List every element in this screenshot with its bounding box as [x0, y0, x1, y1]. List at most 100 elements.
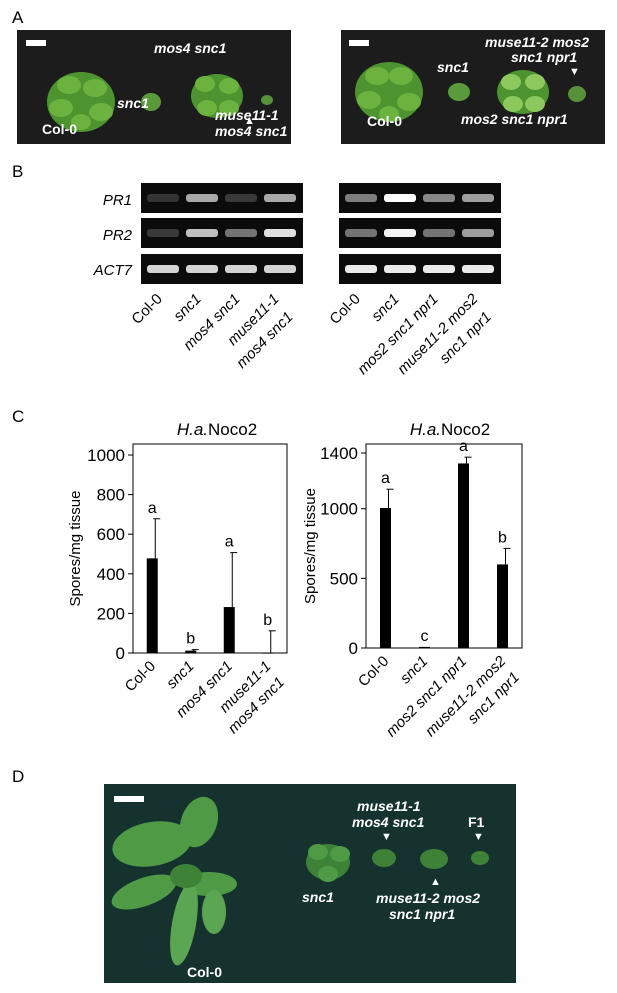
- label-muse11-1-line1: muse11-1: [357, 798, 421, 814]
- gel-band: [264, 229, 296, 237]
- gel-band: [423, 265, 455, 273]
- label-col0: Col-0: [187, 964, 222, 980]
- chart-2-title-italic: H.a.: [409, 420, 442, 439]
- label-muse11-1-line2: mos4 snc1: [352, 814, 425, 830]
- gel-band: [423, 194, 455, 202]
- scale-bar: [349, 40, 369, 46]
- y-tick-label: 1400: [320, 444, 358, 463]
- plot-frame: [132, 443, 288, 654]
- arrowhead-icon: ▼: [569, 66, 580, 78]
- gel-band: [147, 194, 179, 202]
- lane-label: snc1: [170, 290, 206, 325]
- significance-letter: b: [498, 529, 507, 546]
- panel-label-c: C: [12, 407, 25, 426]
- gel-band: [264, 194, 296, 202]
- significance-letter: a: [381, 470, 390, 487]
- gene-label-pr2: PR2: [102, 227, 132, 244]
- gel-band: [345, 265, 377, 273]
- gel-band: [186, 265, 218, 273]
- bar: [223, 607, 235, 653]
- category-label: muse11-1: [216, 658, 274, 716]
- label-muse11-1-line2: mos4 snc1: [215, 123, 288, 139]
- gel-band: [384, 229, 416, 237]
- label-f1: F1: [468, 814, 485, 830]
- gel-band: [462, 229, 494, 237]
- gel-band: [345, 194, 377, 202]
- label-snc1: snc1: [437, 59, 469, 75]
- significance-letter: c: [421, 628, 429, 645]
- gel-band: [186, 229, 218, 237]
- panel-label-a: A: [12, 8, 24, 27]
- category-label: mos4 snc1: [173, 658, 236, 721]
- gel-band: [147, 229, 179, 237]
- scale-bar: [114, 796, 144, 802]
- y-tick-label: 800: [97, 486, 125, 505]
- category-label: mos2 snc1 npr1: [383, 653, 470, 740]
- arrowhead-icon: ▼: [381, 831, 392, 843]
- gel-band: [423, 229, 455, 237]
- significance-letter: a: [148, 500, 157, 517]
- plot-frame: [365, 443, 523, 649]
- gel-band: [225, 265, 257, 273]
- y-tick-label: 500: [330, 569, 358, 588]
- bar: [458, 463, 469, 648]
- category-label: snc1: [163, 658, 197, 692]
- chart-1-title: H.a.Noco2: [142, 420, 292, 440]
- label-col0: Col-0: [42, 121, 77, 137]
- gene-label-act7: ACT7: [93, 262, 132, 279]
- y-tick-label: 1000: [87, 446, 125, 465]
- photo-a-right: Col-0 snc1 mos2 snc1 npr1 muse11-2 mos2 …: [341, 30, 605, 144]
- chart-1-title-italic: H.a.: [176, 420, 209, 439]
- gel-band: [225, 194, 257, 202]
- label-muse11-2-line1: muse11-2 mos2: [376, 890, 481, 906]
- label-snc1: snc1: [117, 95, 149, 111]
- bar: [419, 646, 430, 648]
- y-tick-label: 200: [97, 604, 125, 623]
- y-tick-label: 1000: [320, 500, 358, 519]
- label-mos2-snc1-npr1: mos2 snc1 npr1: [461, 111, 568, 127]
- panel-label-b: B: [12, 162, 24, 181]
- gel-band: [345, 229, 377, 237]
- chart-1-title-rest: Noco2: [208, 420, 258, 439]
- lane-label: Col-0: [326, 290, 365, 328]
- y-tick-label: 600: [97, 525, 125, 544]
- category-label: mos4 snc1: [225, 674, 288, 737]
- y-axis-label: Spores/mg tissue: [302, 488, 319, 604]
- bar: [185, 650, 197, 653]
- y-axis-label: Spores/mg tissue: [67, 491, 84, 607]
- scale-bar: [26, 40, 46, 46]
- lane-label: snc1: [368, 290, 404, 325]
- category-label: muse11-2 mos2: [422, 652, 510, 740]
- gel-band: [225, 229, 257, 237]
- bar: [380, 508, 391, 648]
- gel-band: [384, 194, 416, 202]
- significance-letter: b: [186, 631, 195, 648]
- chart-2-title-rest: Noco2: [441, 420, 491, 439]
- label-muse11-2-line2: snc1 npr1: [389, 906, 456, 922]
- significance-letter: a: [225, 534, 234, 551]
- rosette-plants: [355, 62, 586, 122]
- rosette-plants: [111, 796, 489, 966]
- bar: [497, 564, 508, 648]
- y-tick-label: 0: [116, 644, 125, 663]
- label-muse11-2-line2: snc1 npr1: [511, 49, 578, 65]
- category-label: Col-0: [122, 658, 159, 695]
- chart-2-title: H.a.Noco2: [375, 420, 525, 440]
- photo-d: Col-0 snc1 muse11-1 mos4 snc1 ▼ F1 ▼ ▲ m…: [104, 784, 516, 983]
- gel-band: [264, 265, 296, 273]
- label-mos4-snc1: mos4 snc1: [154, 40, 227, 56]
- significance-letter: b: [263, 612, 272, 629]
- bar: [262, 652, 274, 654]
- arrowhead-icon: ▼: [473, 831, 484, 843]
- gel-band: [462, 194, 494, 202]
- category-label: snc1 npr1: [464, 669, 523, 728]
- photo-a-left: Col-0 snc1 mos4 snc1 ▲ muse11-1 mos4 snc…: [17, 30, 291, 144]
- gel-band: [147, 265, 179, 273]
- label-col0: Col-0: [367, 113, 402, 129]
- significance-letter: a: [459, 438, 468, 455]
- category-label: snc1: [397, 653, 431, 687]
- y-tick-label: 0: [349, 639, 358, 658]
- lane-label: Col-0: [128, 290, 167, 328]
- gel-band: [186, 194, 218, 202]
- panel-label-d: D: [12, 767, 25, 786]
